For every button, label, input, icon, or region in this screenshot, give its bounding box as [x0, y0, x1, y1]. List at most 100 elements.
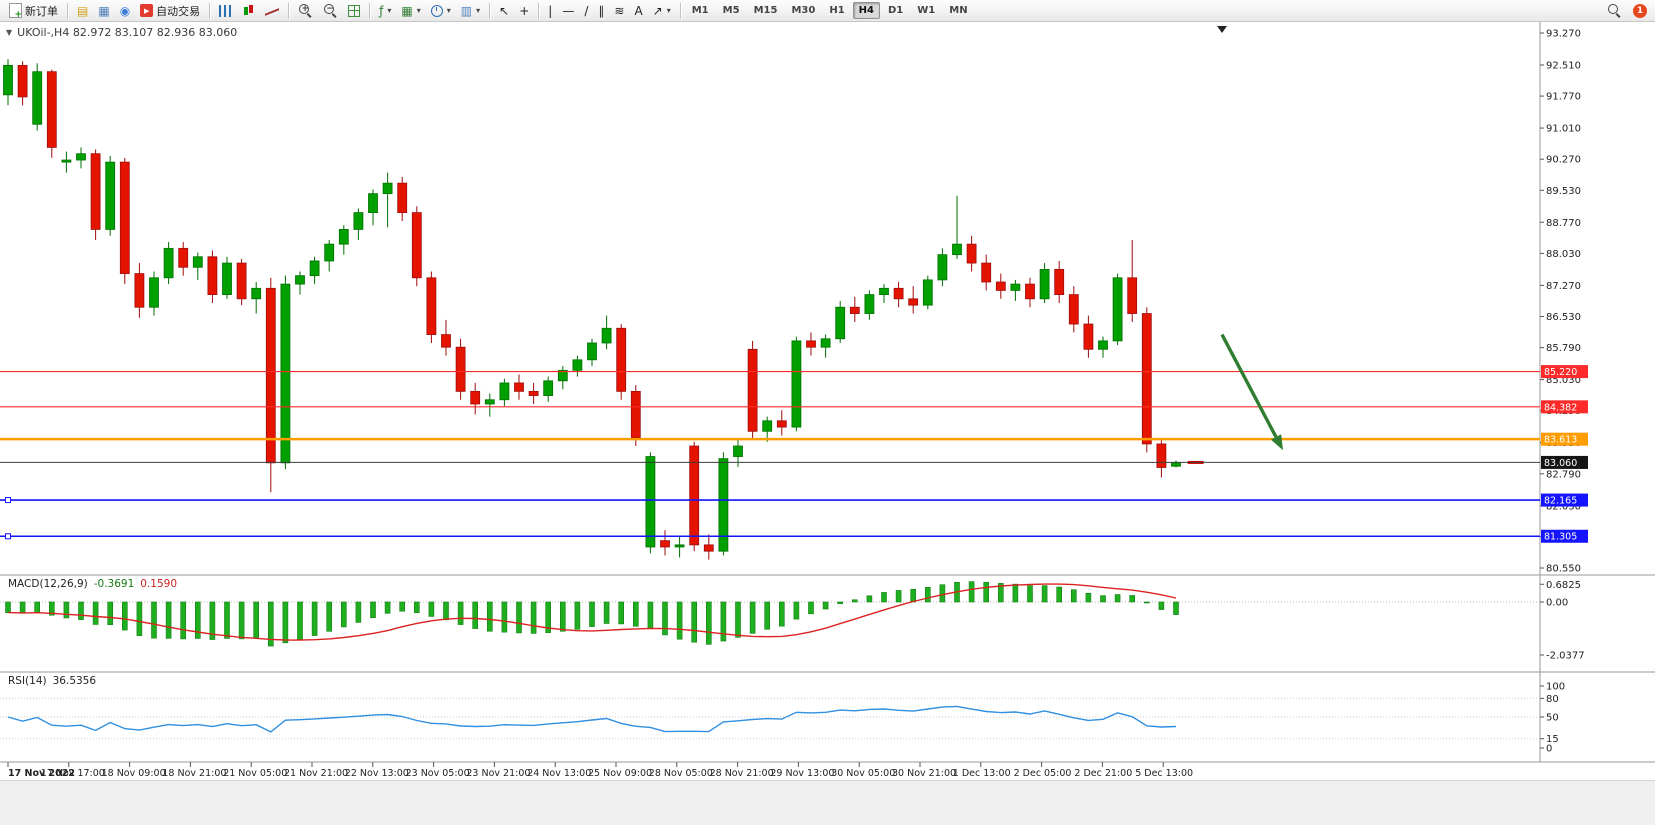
timeframe-m1[interactable]: M1	[691, 5, 709, 16]
candlestick-chart-icon[interactable]	[237, 0, 260, 22]
indicators-dropdown-caret[interactable]: ▾	[387, 6, 392, 15]
svg-text:80.550: 80.550	[1546, 564, 1581, 575]
chart-window[interactable]: 93.270 92.510 91.770 91.010 90.270 89.530 88.7…	[0, 22, 1655, 780]
vertical-line-icon[interactable]: |	[543, 0, 557, 22]
zoom-out-icon[interactable]: −	[318, 0, 343, 22]
new-order-icon	[9, 3, 22, 20]
candle	[601, 327, 612, 344]
autotrading-button[interactable]: ▶ 自动交易	[135, 0, 205, 22]
indicators-icon[interactable]: ƒ ▾	[374, 0, 396, 22]
svg-text:92.510: 92.510	[1546, 60, 1581, 71]
candle	[893, 287, 904, 300]
candle	[76, 153, 86, 161]
market-watch-icon[interactable]: ▦	[93, 0, 114, 22]
trendline-icon-glyph: /	[584, 3, 589, 18]
timeframe-w1[interactable]: W1	[917, 5, 936, 16]
candle	[1083, 323, 1094, 350]
new-order-button[interactable]: 新订单	[4, 0, 63, 22]
svg-text:29 Nov 13:00: 29 Nov 13:00	[770, 768, 834, 779]
horizontal-line-icon[interactable]: —	[557, 0, 579, 22]
search-icon[interactable]	[1602, 0, 1627, 22]
candle	[630, 390, 641, 439]
bar-chart-icon-icon	[219, 4, 233, 17]
trend-arrow	[1220, 333, 1278, 438]
bar-chart-icon[interactable]	[214, 0, 237, 22]
toolbar-divider	[67, 2, 68, 19]
svg-text:21 Nov 21:00: 21 Nov 21:00	[284, 768, 348, 779]
price-axis[interactable]	[1540, 22, 1655, 762]
cursor-icon[interactable]: ↖	[494, 0, 514, 22]
timeframe-m30[interactable]: M30	[791, 5, 816, 16]
candle	[1127, 277, 1138, 314]
svg-text:1 Dec 13:00: 1 Dec 13:00	[953, 768, 1011, 779]
new-chart-dropdown-caret[interactable]: ▾	[416, 6, 421, 15]
horizontal-line-icon-glyph: —	[562, 3, 575, 18]
timeframe-m5[interactable]: M5	[722, 5, 740, 16]
candle	[149, 277, 159, 308]
trendline-icon[interactable]: /	[579, 0, 593, 22]
one-click-trading-arrow-icon[interactable]: ▼	[6, 28, 13, 37]
candle	[616, 327, 627, 392]
zoom-out-icon-icon: −	[323, 3, 338, 18]
line-chart-icon[interactable]	[260, 0, 284, 22]
price-badge-81.305	[1541, 529, 1588, 543]
toolbar-divider	[538, 2, 540, 19]
svg-text:0.6825: 0.6825	[1546, 580, 1581, 591]
channel-icon[interactable]: ∥	[593, 0, 609, 22]
candle	[995, 281, 1006, 291]
candle	[295, 275, 305, 285]
candle	[689, 445, 700, 546]
candle	[1010, 283, 1021, 291]
candle	[587, 342, 597, 361]
candle	[718, 458, 729, 552]
arrows-icon-glyph: ↗	[652, 3, 663, 18]
candle	[674, 544, 685, 548]
toolbar-divider	[369, 2, 371, 19]
notification-badge[interactable]: 1	[1633, 3, 1647, 18]
candle	[484, 399, 495, 405]
text-icon[interactable]: A	[629, 0, 647, 22]
templates-dropdown-caret[interactable]: ▾	[476, 6, 481, 15]
period-icon-icon	[430, 4, 443, 17]
new-chart-icon[interactable]: ▦ ▾	[396, 0, 425, 22]
period-dropdown-caret[interactable]: ▾	[446, 6, 451, 15]
timeframe-m15[interactable]: M15	[753, 5, 778, 16]
crosshair-icon[interactable]: +	[514, 0, 534, 22]
svg-text:85.030: 85.030	[1546, 375, 1581, 386]
macd-main-value: -0.3691	[93, 578, 135, 590]
svg-text:82.030: 82.030	[1546, 501, 1581, 512]
candle	[499, 382, 510, 401]
svg-text:0: 0	[1546, 744, 1552, 755]
candle	[660, 540, 670, 548]
timeframe-mn[interactable]: MN	[949, 5, 968, 16]
candle	[207, 256, 218, 296]
candle	[441, 334, 451, 348]
templates-icon-glyph: ▥	[460, 3, 473, 18]
candle	[1068, 294, 1079, 325]
terminal-icon[interactable]: ▤	[72, 0, 93, 22]
period-icon[interactable]: ▾	[426, 0, 456, 22]
timeframe-d1[interactable]: D1	[887, 5, 904, 16]
community-icon[interactable]: ◉	[115, 0, 135, 22]
new-order-button-label: 新订单	[25, 4, 58, 18]
candle	[849, 306, 860, 314]
templates-icon[interactable]: ▥ ▾	[456, 0, 485, 22]
market-watch-icon-glyph: ▦	[98, 3, 110, 18]
arrows-dropdown-caret[interactable]: ▾	[666, 6, 671, 15]
timeframe-h1[interactable]: H1	[829, 5, 845, 16]
timeframe-h4[interactable]: H4	[852, 2, 880, 19]
tile-windows-icon[interactable]	[343, 0, 365, 22]
svg-text:22 Nov 13:00: 22 Nov 13:00	[345, 768, 409, 779]
time-axis[interactable]	[0, 762, 1540, 780]
fibonacci-icon[interactable]: ≋	[609, 0, 629, 22]
svg-text:85.790: 85.790	[1546, 343, 1581, 354]
candle	[806, 340, 816, 348]
zoom-in-icon[interactable]: +	[293, 0, 318, 22]
svg-text:82.790: 82.790	[1546, 469, 1581, 480]
svg-text:50: 50	[1546, 713, 1559, 724]
candlestick-chart[interactable]: 93.270 92.510 91.770 91.010 90.270 89.530 88.7…	[0, 22, 1655, 780]
toolbar-left: 新订单▤▦◉▶自动交易+−ƒ▾▦▾▾▥▾↖+|—/∥≋A↗▾M1M5M15M30…	[4, 0, 975, 22]
svg-text:30 Nov 05:00: 30 Nov 05:00	[831, 768, 895, 779]
arrows-icon[interactable]: ↗ ▾	[648, 0, 676, 22]
rsi-name: RSI(14)	[8, 675, 47, 687]
